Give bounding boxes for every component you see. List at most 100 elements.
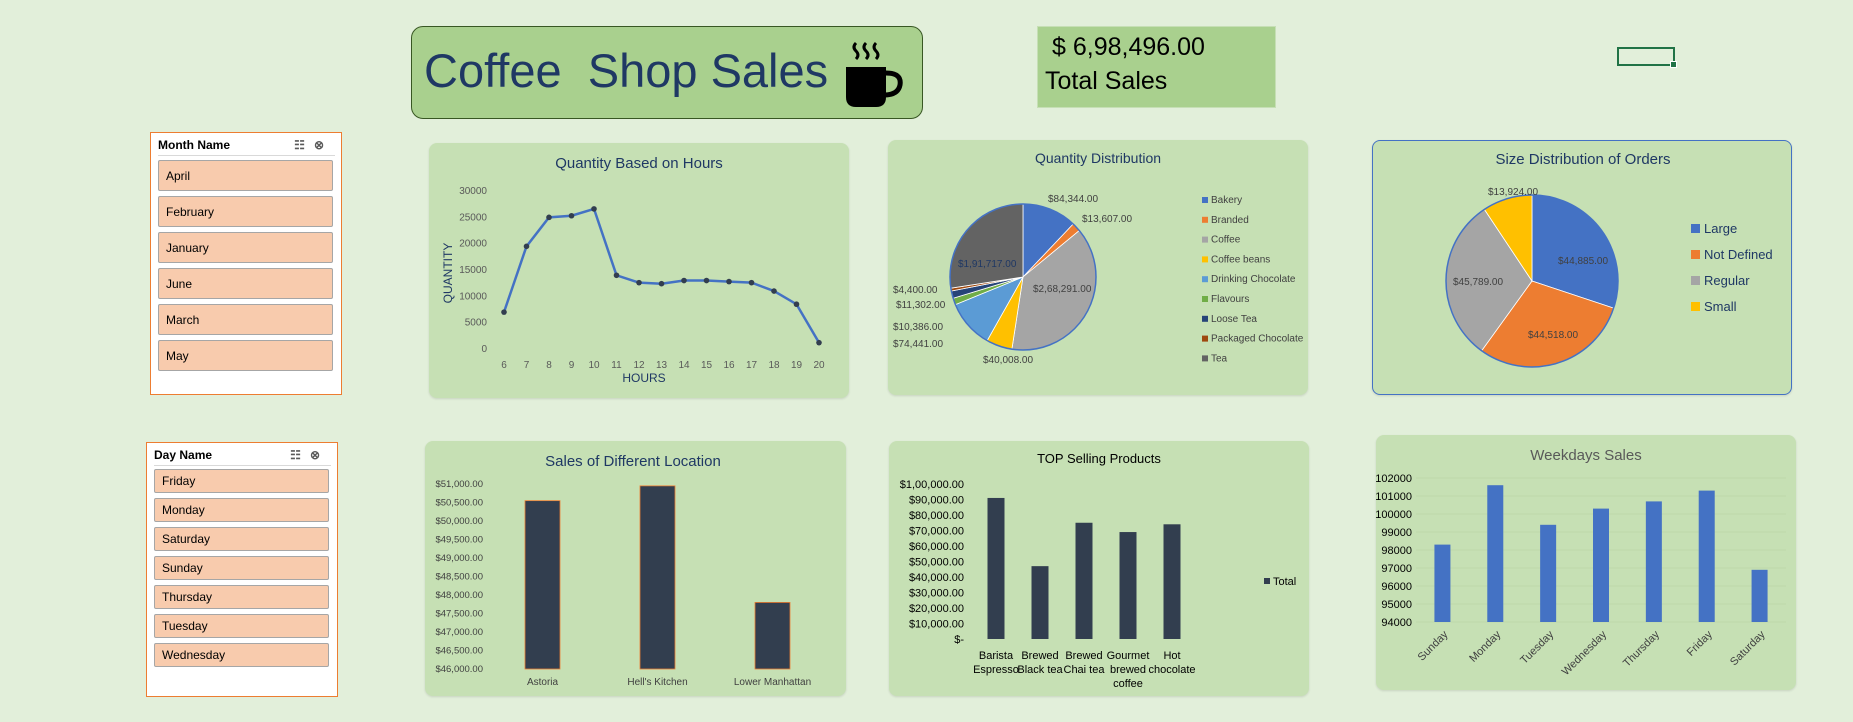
slicer-item-wednesday[interactable]: Wednesday [154,643,329,667]
bar [1698,490,1715,622]
x-tick-label: coffee [1113,678,1143,690]
bar [1119,532,1137,639]
x-tick-label: Gourmet [1107,650,1150,662]
total-sales-label: Total Sales [1045,67,1168,95]
multi-select-icon[interactable]: ☷ [290,448,310,462]
y-tick-label: $49,000.00 [435,553,483,564]
top-products-bar-chart: TOP Selling Products $1,00,000.00 $90,000.… [900,451,1296,690]
legend-swatch [1202,197,1208,203]
pie-slice [949,203,1024,289]
legend-swatch [1202,216,1208,223]
data-point [568,212,575,219]
y-tick-label: 102000 [1376,473,1412,485]
slicer-item-tuesday[interactable]: Tuesday [154,614,329,638]
data-label: $45,789.00 [1453,277,1503,288]
slicer-item-february[interactable]: February [158,196,333,227]
x-tick-label: 20 [813,360,825,371]
y-tick-label: $10,000.00 [909,619,964,631]
slicer-item-may[interactable]: May [158,340,333,371]
data-point [681,277,687,284]
slicer-item-monday[interactable]: Monday [154,498,329,522]
data-label: $4,400.00 [893,285,938,296]
data-label: $74,441.00 [893,339,943,350]
y-tick-label: $50,000.00 [435,516,483,527]
data-point [613,272,620,279]
bar [1075,522,1093,639]
y-tick-label: 96000 [1381,581,1412,593]
x-tick-label: Tuesday [1518,628,1556,666]
weekdays-bar-chart: Weekdays Sales 102000 101000 100000 99000 980… [1375,447,1786,678]
legend-label: Regular [1704,273,1750,288]
data-label: $84,344.00 [1048,194,1098,205]
y-tick-label: $47,000.00 [435,627,483,638]
x-tick-label: Espresso [973,664,1019,676]
slicer-item-sunday[interactable]: Sunday [154,556,329,580]
x-tick-label: 8 [546,360,552,371]
chart-title: Quantity Based on Hours [555,155,723,172]
y-tick-label: $50,000.00 [909,557,964,569]
quantity-distribution-card: Quantity Distribution $84,344.00 $13,607.0… [888,140,1308,395]
clear-filter-icon[interactable]: ⊗ [313,138,333,152]
x-tick-label: 18 [768,360,780,371]
legend-swatch [1202,276,1208,283]
x-tick-label: Wednesday [1560,628,1610,678]
data-label: $1,91,717.00 [958,259,1017,270]
x-tick-label: chocolate [1148,664,1195,676]
bar [1031,566,1049,639]
y-tick-label: $47,500.00 [435,609,483,620]
x-tick-label: Black tea [1017,664,1063,676]
slicer-item-january[interactable]: January [158,232,333,263]
data-label: $13,924.00 [1488,187,1538,198]
slicer-item-march[interactable]: March [158,304,333,335]
data-label: $11,302.00 [896,300,946,311]
chart-title: Weekdays Sales [1530,447,1641,464]
y-tick-label: 5000 [465,318,488,329]
data-label: $44,518.00 [1528,330,1578,341]
clear-filter-icon[interactable]: ⊗ [309,448,329,462]
x-tick-label: Friday [1685,628,1715,658]
legend-label: Coffee beans [1211,254,1270,265]
pie-outline [949,203,1097,351]
bar [1751,569,1768,622]
y-tick-label: $50,500.00 [435,498,483,509]
slicer-item-april[interactable]: April [158,160,333,191]
top-products-card: TOP Selling Products $1,00,000.00 $90,000.… [889,441,1309,696]
dashboard-title: Coffee Shop Sales [424,44,829,97]
bar [754,601,791,670]
legend-label: Total [1273,576,1296,588]
bar [1645,501,1662,622]
legend-label: Loose Tea [1211,314,1257,325]
coffee-cup-icon [846,41,903,107]
x-tick-label: 14 [678,360,690,371]
legend-label: Tea [1211,353,1228,364]
series-line [502,207,821,344]
hours-line-chart: Quantity Based on Hours 30000 25000 20000 15… [441,155,825,385]
legend-swatch [1264,578,1270,584]
slicer-item-saturday[interactable]: Saturday [154,527,329,551]
selected-cell[interactable] [1617,47,1677,68]
legend-label: Branded [1211,215,1249,226]
weekdays-chart-card: Weekdays Sales 102000 101000 100000 99000 980… [1375,435,1796,690]
slicer-item-june[interactable]: June [158,268,333,299]
data-point [726,278,732,285]
x-tick-label: Thursday [1621,628,1662,669]
y-tick-label: 97000 [1381,563,1412,575]
data-point [793,301,800,308]
chart-title: Sales of Different Location [545,453,721,470]
data-label: $40,008.00 [983,355,1033,366]
x-tick-label: 6 [501,360,507,371]
slicer-item-friday[interactable]: Friday [154,469,329,493]
y-tick-label: $60,000.00 [909,541,964,553]
y-tick-label: $20,000.00 [909,603,964,615]
legend-swatch [1202,355,1208,362]
hours-chart-card: Quantity Based on Hours 30000 25000 20000 15… [429,143,849,398]
y-tick-label: $48,500.00 [435,572,483,583]
multi-select-icon[interactable]: ☷ [294,138,314,152]
legend-swatch [1202,315,1208,322]
data-point [501,309,507,315]
data-point [636,279,642,286]
slicer-item-thursday[interactable]: Thursday [154,585,329,609]
total-sales-value: $ 6,98,496.00 [1052,33,1205,61]
bar [1434,544,1451,622]
legend-swatch [1691,302,1700,311]
